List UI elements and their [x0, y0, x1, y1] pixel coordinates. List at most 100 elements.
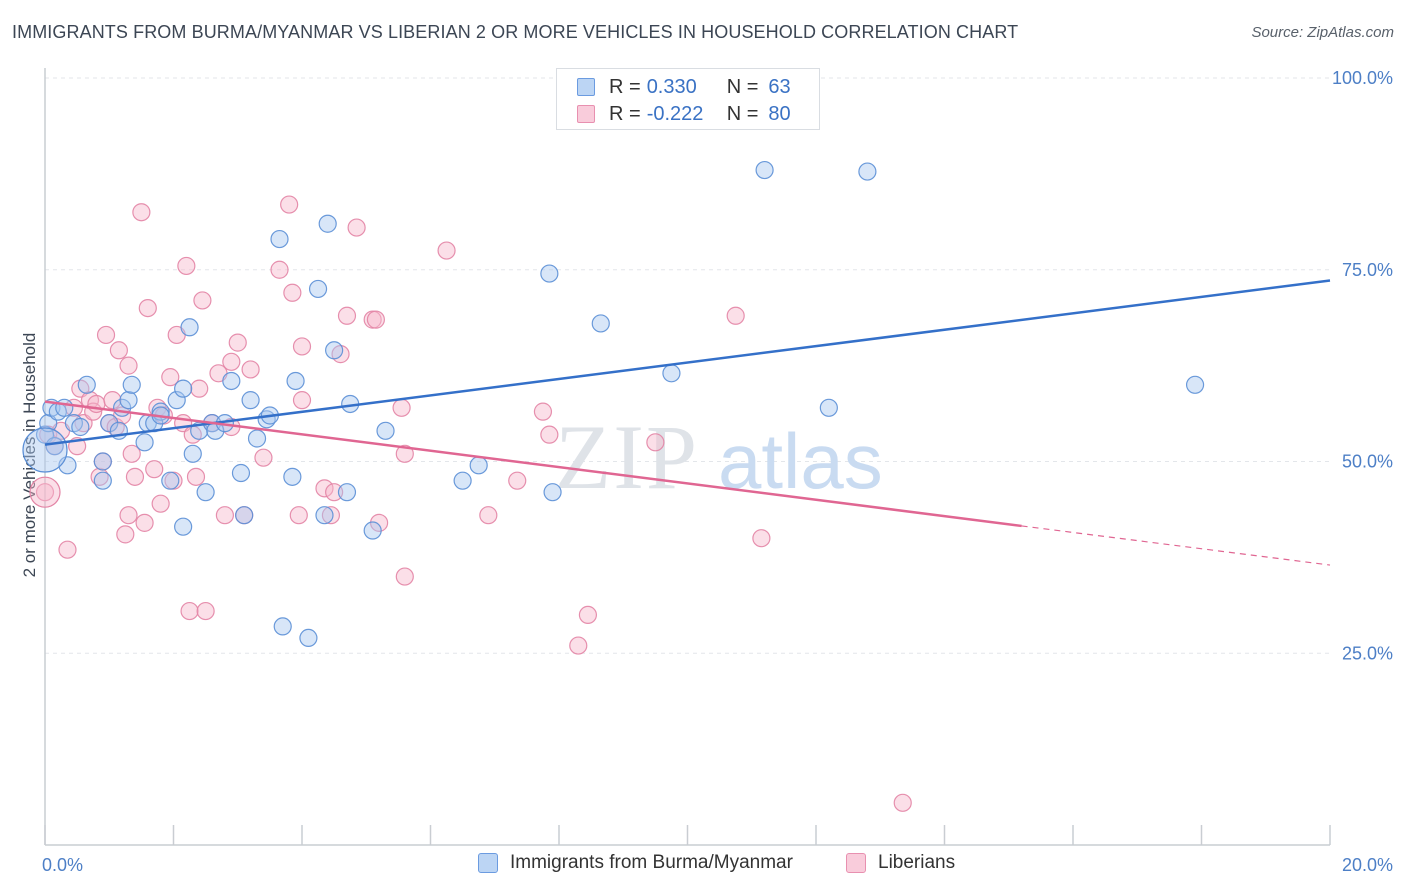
legend-swatch-pink — [577, 105, 595, 123]
liberians-point — [337, 306, 357, 325]
liberians-point — [119, 506, 138, 525]
liberians-point — [58, 540, 77, 559]
burma-point — [222, 371, 241, 391]
liberians-point — [321, 506, 341, 525]
burma-point — [235, 506, 254, 525]
liberians-point — [103, 391, 122, 410]
burma-point — [247, 429, 267, 448]
liberians-point — [395, 567, 414, 586]
liberians-point — [180, 601, 199, 621]
liberians-point — [347, 218, 366, 237]
liberians-point — [132, 203, 151, 222]
x-tick-labels: 0.0% 20.0% — [42, 855, 1393, 875]
liberians-point — [569, 636, 588, 655]
burma-point — [1185, 375, 1205, 394]
legend-n-value: 63 — [768, 75, 791, 98]
liberians-point — [508, 471, 527, 490]
liberians-point — [395, 444, 414, 463]
burma-point — [270, 229, 289, 249]
liberians-point — [533, 402, 553, 421]
liberians-point — [196, 601, 215, 621]
series-legend: Immigrants from Burma/Myanmar Liberians — [0, 852, 1406, 878]
y-tick-label: 50.0% — [1342, 452, 1393, 472]
burma-point — [122, 375, 141, 394]
legend-n-label: N = — [726, 75, 759, 98]
watermark: ZIP atlas — [555, 406, 883, 508]
burma-point — [174, 379, 193, 398]
y-tick-label: 100.0% — [1332, 68, 1393, 88]
burma-point — [135, 433, 154, 452]
liberians-point — [228, 333, 247, 352]
liberians-point — [280, 195, 299, 214]
burma-point — [286, 371, 305, 391]
burma-point — [453, 471, 472, 490]
burma-point — [337, 483, 357, 502]
liberians-point — [190, 379, 209, 398]
legend-r-label: R = — [609, 75, 641, 98]
liberians-point — [138, 299, 157, 318]
burma-point — [231, 463, 251, 483]
liberians-point — [366, 310, 385, 329]
legend-row-burma: R = 0.330 N = 63 — [577, 75, 791, 99]
burma-point — [93, 471, 112, 490]
burma-point — [183, 444, 202, 463]
legend-swatch-blue — [577, 78, 595, 96]
liberians-point — [119, 356, 138, 375]
legend-n-value: 80 — [768, 102, 791, 125]
liberians-points — [29, 195, 912, 812]
chart-title: IMMIGRANTS FROM BURMA/MYANMAR VS LIBERIA… — [12, 22, 1019, 42]
burma-point — [119, 391, 138, 410]
liberians-point — [437, 241, 456, 260]
liberians-point — [96, 325, 116, 345]
liberians-point — [161, 368, 180, 387]
series-legend-burma: Immigrants from Burma/Myanmar — [478, 852, 793, 874]
liberians-point — [479, 506, 498, 525]
burma-point — [819, 398, 838, 417]
liberians-point — [392, 398, 411, 417]
series-label-burma: Immigrants from Burma/Myanmar — [510, 852, 793, 873]
burma-point — [58, 456, 77, 475]
y-tick-label: 75.0% — [1342, 260, 1393, 280]
legend-n-label: N = — [726, 102, 759, 125]
burma-point — [315, 506, 334, 525]
burma-point — [55, 398, 74, 417]
burma-point — [241, 391, 260, 410]
liberians-point — [241, 360, 260, 379]
liberians-point — [292, 337, 312, 356]
burma-point — [308, 279, 328, 299]
liberians-trend-extension — [1021, 525, 1331, 566]
burma-point — [325, 341, 344, 360]
liberians-point — [578, 605, 598, 625]
axes — [44, 68, 1331, 846]
burma-point — [755, 160, 774, 180]
liberians-point — [145, 460, 164, 479]
liberians-point — [893, 793, 912, 812]
y-tick-labels: 25.0% 50.0% 75.0% 100.0% — [1332, 68, 1393, 663]
burma-point — [662, 364, 681, 383]
series-legend-liberians: Liberians — [846, 852, 955, 874]
legend-row-liberians: R = -0.222 N = 80 — [577, 102, 791, 126]
liberians-point — [270, 260, 289, 279]
burma-point — [858, 162, 877, 181]
source-credit: Source: ZipAtlas.com — [1251, 24, 1394, 41]
burma-point — [540, 264, 559, 283]
burma-point — [283, 467, 302, 486]
burma-point — [591, 314, 610, 333]
legend-r-value: -0.222 — [646, 102, 704, 125]
liberians-point — [292, 391, 312, 410]
correlation-legend: R = 0.330 N = 63 R = -0.222 N = 80 — [556, 68, 820, 130]
liberians-point — [254, 448, 273, 467]
burma-point — [469, 456, 488, 475]
liberians-point — [726, 306, 745, 325]
liberians-point — [646, 433, 665, 452]
burma-points — [22, 160, 1205, 648]
burma-point — [180, 318, 199, 337]
liberians-trend-line — [44, 400, 1022, 528]
x-tick-label-min: 0.0% — [42, 855, 83, 875]
liberians-point — [116, 525, 135, 544]
liberians-point — [325, 483, 344, 502]
burma-point — [71, 417, 90, 437]
liberians-point — [35, 483, 55, 502]
liberians-point — [122, 444, 141, 463]
